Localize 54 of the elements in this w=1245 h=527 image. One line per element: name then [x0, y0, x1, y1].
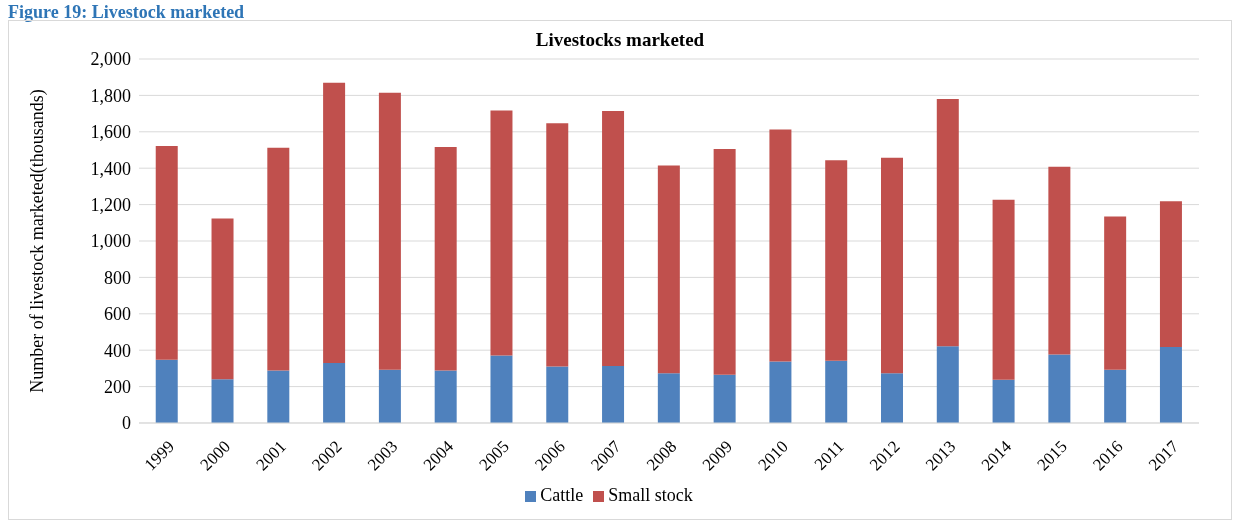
y-tick-label: 400 — [104, 340, 131, 361]
bar — [769, 129, 792, 362]
bar — [602, 366, 625, 423]
bar — [323, 82, 346, 364]
bar — [155, 359, 178, 423]
bar — [825, 160, 848, 361]
bar — [490, 355, 513, 423]
chart-title: Livestocks marketed — [534, 29, 706, 51]
bar — [1048, 354, 1071, 423]
bar — [936, 99, 959, 347]
bar — [378, 369, 401, 423]
bar — [546, 123, 569, 367]
bar — [1159, 201, 1182, 348]
y-tick-label: 1,200 — [90, 194, 131, 215]
bar — [881, 373, 903, 423]
bar — [936, 346, 959, 423]
y-tick-label: 800 — [104, 267, 131, 288]
bar — [323, 363, 346, 423]
y-tick-label: 0 — [122, 413, 131, 434]
bar — [992, 199, 1015, 380]
bar — [1104, 216, 1127, 370]
y-tick-label: 1,800 — [90, 85, 131, 106]
bar — [378, 92, 401, 370]
y-tick-label: 200 — [104, 376, 131, 397]
bar — [602, 111, 625, 367]
bar — [713, 374, 736, 423]
bar — [657, 165, 680, 374]
y-tick-label: 1,000 — [90, 231, 131, 252]
y-tick-label: 1,600 — [90, 122, 131, 143]
bar — [713, 148, 736, 375]
bar — [992, 379, 1015, 423]
bar — [267, 147, 290, 371]
bar — [769, 361, 792, 423]
bar — [211, 218, 234, 380]
y-tick-label: 2,000 — [90, 49, 131, 70]
bar — [1048, 166, 1071, 355]
legend-label: Small stock — [608, 485, 693, 505]
bar — [825, 360, 848, 423]
legend-label: Cattle — [540, 485, 584, 505]
y-tick-label: 1,400 — [90, 158, 131, 179]
bar — [490, 110, 513, 356]
bar — [1104, 369, 1127, 423]
bar — [657, 373, 680, 423]
y-tick-label: 600 — [104, 304, 131, 325]
y-axis-title: Number of livestock marketed(thousands) — [27, 89, 49, 393]
bar — [546, 366, 569, 423]
bar — [155, 146, 178, 360]
bar — [434, 370, 457, 423]
bar — [211, 379, 234, 423]
bar — [434, 146, 457, 371]
bar — [881, 157, 903, 374]
bar — [267, 370, 290, 423]
bar — [1159, 347, 1182, 423]
caption: Figure 19: Livestock marketed — [8, 2, 245, 23]
